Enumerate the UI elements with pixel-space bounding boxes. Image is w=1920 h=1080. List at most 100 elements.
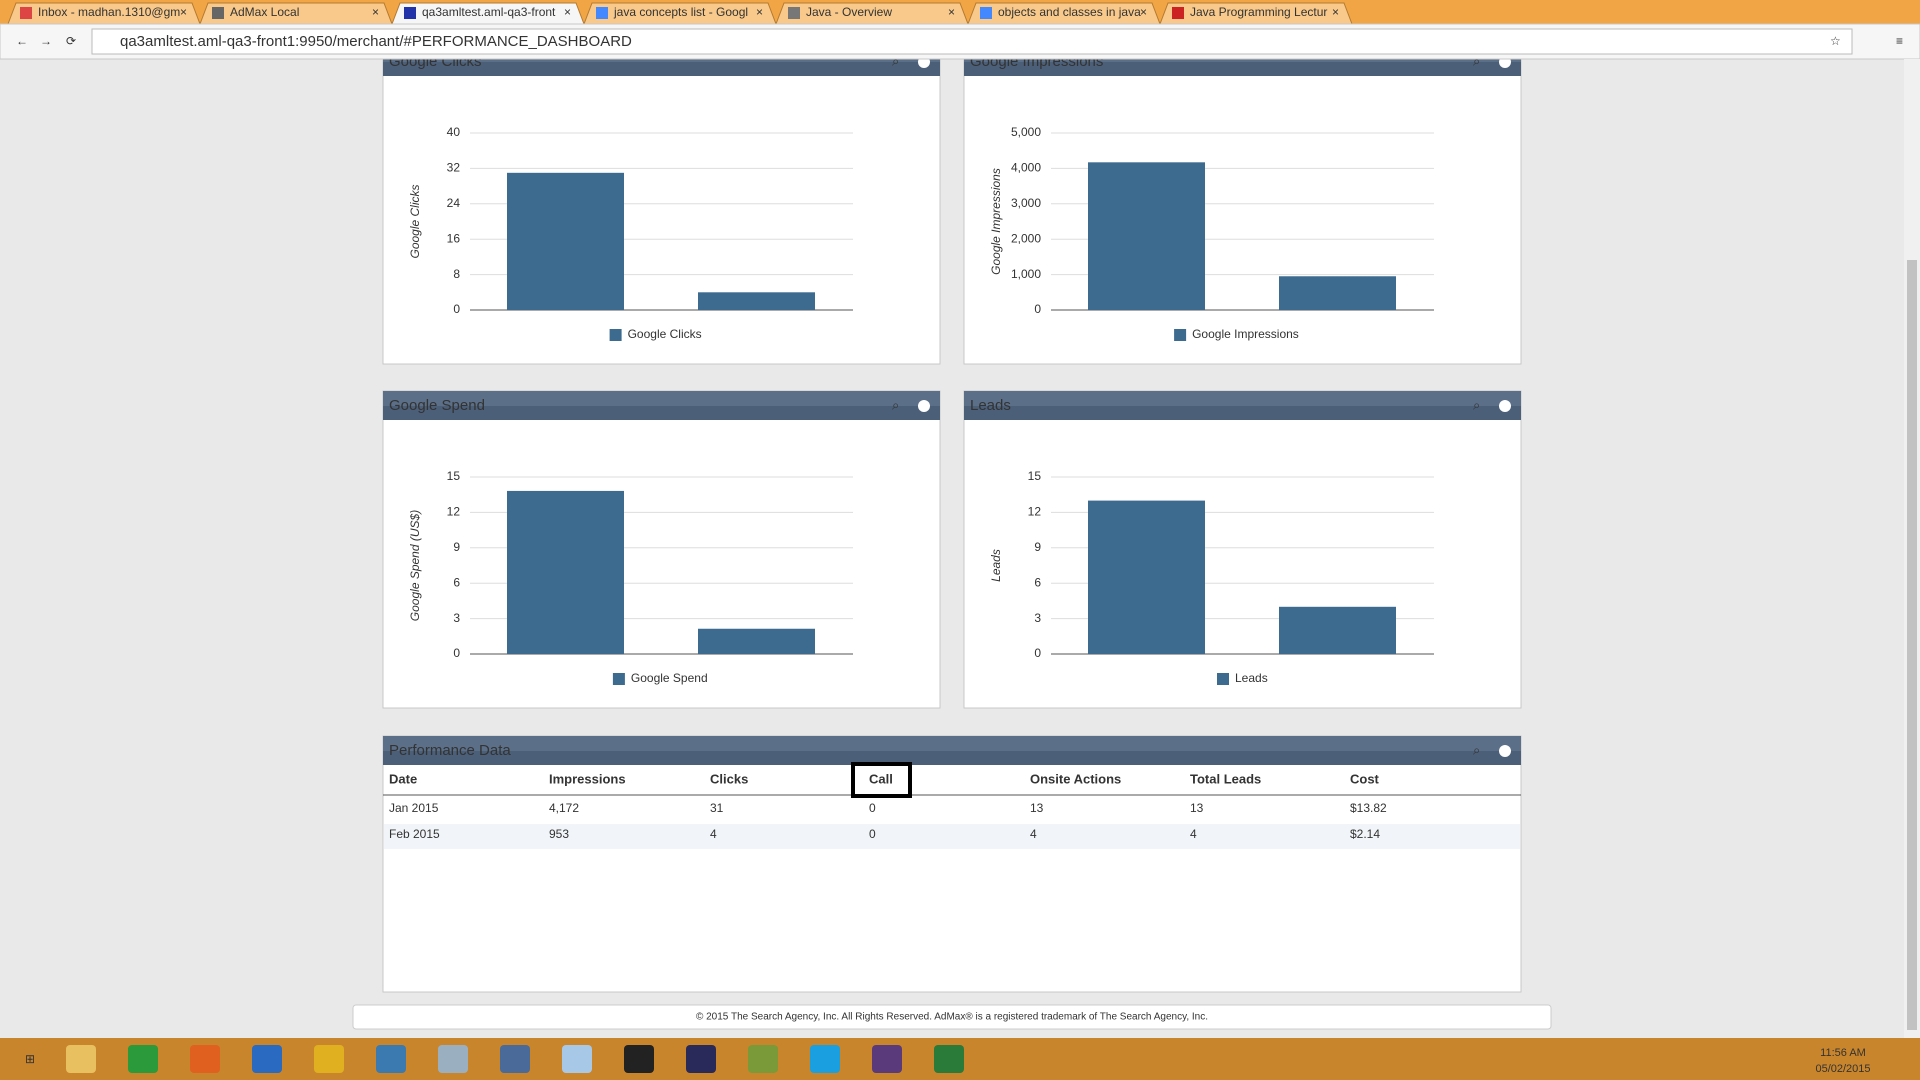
- zoom-icon[interactable]: ⌕: [1473, 742, 1480, 757]
- row-stripe: [384, 824, 1520, 849]
- panel-header-shade: [964, 62, 1521, 76]
- taskbar-app[interactable]: [872, 1045, 902, 1073]
- y-axis-label: Google Spend (US$): [408, 510, 422, 621]
- table-cell: Jan 2015: [389, 801, 439, 815]
- taskbar-app[interactable]: [66, 1045, 96, 1073]
- tab-title: AdMax Local: [230, 5, 299, 19]
- column-header[interactable]: Onsite Actions: [1030, 771, 1121, 786]
- y-tick-label: 1,000: [1011, 267, 1041, 281]
- column-header[interactable]: Total Leads: [1190, 771, 1261, 786]
- taskbar-app[interactable]: [686, 1045, 716, 1073]
- y-tick-label: 9: [1034, 540, 1041, 554]
- url-field[interactable]: [91, 28, 1853, 55]
- taskbar-app[interactable]: [252, 1045, 282, 1073]
- zoom-icon[interactable]: ⌕: [1473, 397, 1480, 412]
- tab-title: Java - Overview: [806, 5, 892, 19]
- url: qa3amltest.aml-qa3-front1:9950/merchant/…: [120, 33, 632, 50]
- legend-swatch: [612, 673, 625, 685]
- panel: [382, 46, 941, 365]
- column-header[interactable]: Date: [389, 771, 417, 786]
- bookmark-star[interactable]: ☆: [1830, 34, 1841, 48]
- y-tick-label: 6: [1034, 575, 1041, 589]
- bar: [1088, 162, 1205, 310]
- bar: [507, 490, 624, 654]
- taskbar-app[interactable]: [438, 1045, 468, 1073]
- panel-title: Leads: [970, 397, 1011, 414]
- taskbar-app[interactable]: [810, 1045, 840, 1073]
- y-tick-label: 15: [447, 469, 461, 483]
- tab-close[interactable]: ×: [948, 5, 955, 19]
- y-tick-label: 4,000: [1011, 161, 1041, 175]
- y-tick-label: 16: [447, 231, 461, 245]
- footer-bar: [352, 1004, 1552, 1030]
- table-cell: 4: [1030, 827, 1037, 841]
- tab-close[interactable]: ×: [564, 5, 571, 19]
- reload-button[interactable]: ⟳: [66, 34, 76, 48]
- tab-title: qa3amltest.aml-qa3-front: [422, 5, 556, 19]
- taskbar-app[interactable]: [190, 1045, 220, 1073]
- comment-icon[interactable]: [918, 400, 930, 412]
- forward-button[interactable]: →: [40, 34, 52, 48]
- tab-title: objects and classes in java: [998, 5, 1141, 19]
- tab-close[interactable]: ×: [180, 5, 187, 19]
- tab-title: Inbox - madhan.1310@gm: [38, 5, 180, 19]
- y-tick-label: 9: [453, 540, 460, 554]
- zoom-icon[interactable]: ⌕: [1473, 53, 1480, 68]
- start-button[interactable]: ⊞: [25, 1052, 35, 1066]
- y-tick-label: 15: [1028, 469, 1042, 483]
- column-header[interactable]: Impressions: [549, 771, 626, 786]
- taskbar-app[interactable]: [376, 1045, 406, 1073]
- column-header[interactable]: Clicks: [710, 771, 748, 786]
- back-button[interactable]: ←: [16, 34, 28, 48]
- table-cell: 13: [1190, 801, 1204, 815]
- menu-button[interactable]: ≡: [1896, 34, 1903, 48]
- tabs: Inbox - madhan.1310@gm × AdMax Local × qa3am…: [7, 2, 1353, 25]
- taskbar-icons: [66, 1045, 964, 1073]
- tab-title: java concepts list - Googl: [613, 5, 748, 19]
- tab-close[interactable]: ×: [756, 5, 763, 19]
- clock-time: 11:56 AM: [1820, 1047, 1866, 1059]
- taskbar-app[interactable]: [128, 1045, 158, 1073]
- y-tick-label: 5,000: [1011, 125, 1041, 139]
- comment-icon[interactable]: [1499, 745, 1511, 757]
- panel-header-shade: [383, 406, 940, 420]
- y-tick-label: 32: [447, 161, 461, 175]
- legend-label: Google Clicks: [628, 327, 702, 341]
- taskbar-app[interactable]: [934, 1045, 964, 1073]
- y-tick-label: 40: [447, 125, 461, 139]
- legend-label: Google Spend: [631, 671, 708, 685]
- taskbar-app[interactable]: [748, 1045, 778, 1073]
- taskbar-app[interactable]: [562, 1045, 592, 1073]
- zoom-icon[interactable]: ⌕: [892, 397, 899, 412]
- y-tick-label: 24: [447, 196, 461, 210]
- y-tick-label: 3: [453, 611, 460, 625]
- y-axis-label: Leads: [989, 549, 1003, 582]
- taskbar-app[interactable]: [500, 1045, 530, 1073]
- tab-icon: [1172, 7, 1184, 19]
- tab-close[interactable]: ×: [1140, 5, 1147, 19]
- tab-close[interactable]: ×: [372, 5, 379, 19]
- column-header[interactable]: Cost: [1350, 771, 1380, 786]
- table-cell: 0: [869, 827, 876, 841]
- y-axis-label: Google Clicks: [408, 184, 422, 258]
- taskbar-app[interactable]: [624, 1045, 654, 1073]
- y-tick-label: 3,000: [1011, 196, 1041, 210]
- tab-icon: [788, 7, 800, 19]
- bar: [507, 172, 624, 310]
- table-cell: 4: [1190, 827, 1197, 841]
- legend-label: Google Impressions: [1192, 327, 1299, 341]
- y-tick-label: 0: [1034, 302, 1041, 316]
- column-header[interactable]: Call: [869, 771, 893, 786]
- taskbar-app[interactable]: [314, 1045, 344, 1073]
- legend-swatch: [609, 329, 622, 341]
- tab-icon: [596, 7, 608, 19]
- panel-header-shade: [964, 406, 1521, 420]
- zoom-icon[interactable]: ⌕: [892, 53, 899, 68]
- y-tick-label: 0: [1034, 646, 1041, 660]
- scroll-thumb[interactable]: [1907, 260, 1917, 1030]
- comment-icon[interactable]: [1499, 400, 1511, 412]
- tab-close[interactable]: ×: [1332, 5, 1339, 19]
- panel-title: Google Spend: [389, 397, 485, 414]
